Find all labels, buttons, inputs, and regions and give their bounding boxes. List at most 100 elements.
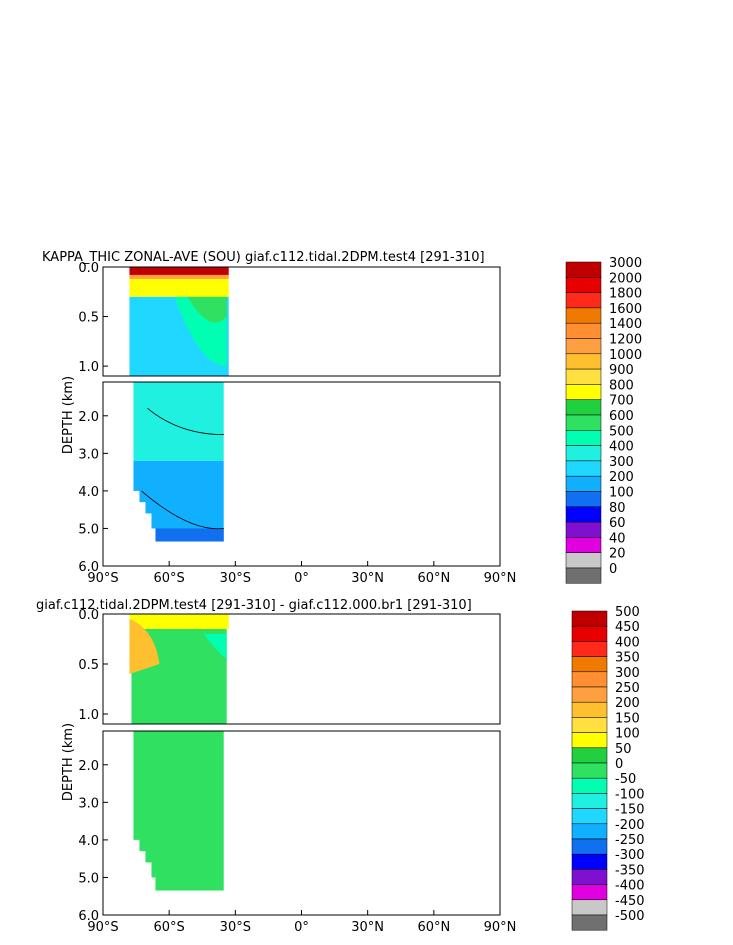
colorbar-label: 300: [609, 455, 634, 470]
x-tick-label: 60°N: [417, 571, 450, 586]
colorbar-swatch: [565, 292, 602, 309]
colorbar-label: -300: [615, 848, 645, 863]
colorbar-swatch: [571, 641, 608, 657]
colorbar-swatch: [571, 853, 608, 870]
y-tick-label: 3.0: [78, 447, 99, 462]
colorbar-label: -100: [615, 787, 645, 802]
y-tick-label: 0.5: [78, 311, 99, 326]
colorbar-label: 350: [615, 651, 640, 666]
colorbar-swatch: [571, 884, 608, 901]
colorbar-label: 400: [609, 440, 634, 455]
colorbar-label: 500: [609, 424, 634, 439]
colorbar-label: 400: [615, 635, 640, 650]
field-region: [129, 274, 229, 279]
colorbar-swatch: [565, 414, 602, 431]
colorbar-swatch: [571, 732, 608, 749]
land-mask: [129, 890, 229, 915]
colorbar-swatch: [565, 353, 602, 370]
x-tick-label: 0°: [294, 571, 309, 586]
colorbar-label: 1600: [609, 302, 642, 317]
colorbar-swatch: [571, 808, 608, 825]
y-tick-label: 6.0: [78, 560, 99, 575]
y-tick-label: 5.0: [78, 522, 99, 537]
chart-1: KAPPA_THIC ZONAL-AVE (SOU) giaf.c112.tid…: [42, 250, 642, 586]
colorbar-label: 250: [615, 681, 640, 696]
colorbar-label: -400: [615, 879, 645, 894]
y-tick-label: 2.0: [78, 759, 99, 774]
colorbar-swatch: [571, 793, 608, 809]
colorbar-label: 600: [609, 409, 634, 424]
colorbar-label: 1000: [609, 348, 642, 363]
colorbar: 500450400350300250200150100500-50-100-15…: [571, 605, 645, 931]
x-tick-label: 0°: [294, 920, 309, 935]
chart-title: KAPPA_THIC ZONAL-AVE (SOU) giaf.c112.tid…: [42, 250, 485, 265]
data-field: [129, 614, 229, 915]
x-tick-label: 30°S: [220, 920, 251, 935]
x-tick-label: 60°S: [154, 920, 185, 935]
colorbar-label: 1800: [609, 287, 642, 302]
field-region: [129, 619, 160, 674]
colorbar-label: 0: [615, 757, 623, 772]
colorbar-label: -150: [615, 803, 645, 818]
y-tick-label: 0.0: [78, 608, 99, 623]
colorbar-swatch: [571, 717, 608, 733]
colorbar-label: -500: [615, 909, 645, 924]
y-tick-label: 4.0: [78, 485, 99, 500]
field-region: [129, 614, 229, 629]
colorbar-swatch: [571, 914, 608, 931]
upper-axis-frame: [102, 613, 501, 725]
colorbar-swatch: [565, 506, 602, 523]
y-tick-label: 6.0: [78, 909, 99, 924]
colorbar-swatch: [565, 491, 602, 508]
colorbar-label: -350: [615, 863, 645, 878]
colorbar-swatch: [571, 686, 608, 703]
colorbar-label: -250: [615, 833, 645, 848]
colorbar-label: 80: [609, 501, 626, 516]
colorbar-swatch: [571, 762, 608, 779]
x-tick-label: 30°S: [220, 571, 251, 586]
colorbar-swatch: [565, 552, 602, 569]
x-tick-label: 30°N: [351, 920, 384, 935]
colorbar-label: 200: [615, 696, 640, 711]
colorbar-swatch: [571, 869, 608, 885]
colorbar-swatch: [565, 338, 602, 355]
y-tick-label: 5.0: [78, 871, 99, 886]
colorbar-label: -450: [615, 894, 645, 909]
x-tick-label: 90°N: [484, 920, 517, 935]
y-axis-label: DEPTH (km): [61, 376, 76, 454]
colorbar-swatch: [565, 430, 602, 446]
colorbar-label: 450: [615, 620, 640, 635]
x-tick-label: 60°N: [417, 920, 450, 935]
field-region: [184, 291, 227, 323]
y-tick-label: 1.0: [78, 360, 99, 375]
colorbar-swatch: [565, 261, 602, 278]
field-region: [129, 278, 229, 297]
colorbar-label: 20: [609, 547, 626, 562]
y-tick-label: 2.0: [78, 410, 99, 425]
colorbar-label: 0: [609, 562, 617, 577]
colorbar-swatch: [571, 838, 608, 855]
y-tick-label: 3.0: [78, 796, 99, 811]
contour-line: [141, 490, 224, 530]
x-tick-label: 90°N: [484, 571, 517, 586]
colorbar-swatch: [571, 899, 608, 916]
field-region: [129, 267, 229, 275]
colorbar-label: 2000: [609, 271, 642, 286]
x-tick-label: 90°S: [87, 920, 118, 935]
colorbar-swatch: [565, 384, 602, 400]
colorbar-swatch: [565, 537, 602, 553]
contour-line: [147, 407, 224, 435]
colorbar-label: -50: [615, 772, 636, 787]
colorbar-label: 700: [609, 394, 634, 409]
colorbar-swatch: [565, 307, 602, 324]
field-region: [203, 634, 227, 659]
colorbar-label: 500: [615, 605, 640, 620]
colorbar-swatch: [571, 671, 608, 688]
colorbar-label: 3000: [609, 256, 642, 271]
colorbar-swatch: [565, 475, 602, 492]
colorbar-label: 40: [609, 531, 626, 546]
y-axis-label: DEPTH (km): [61, 723, 76, 801]
colorbar-swatch: [571, 625, 608, 642]
colorbar-label: 150: [615, 711, 640, 726]
